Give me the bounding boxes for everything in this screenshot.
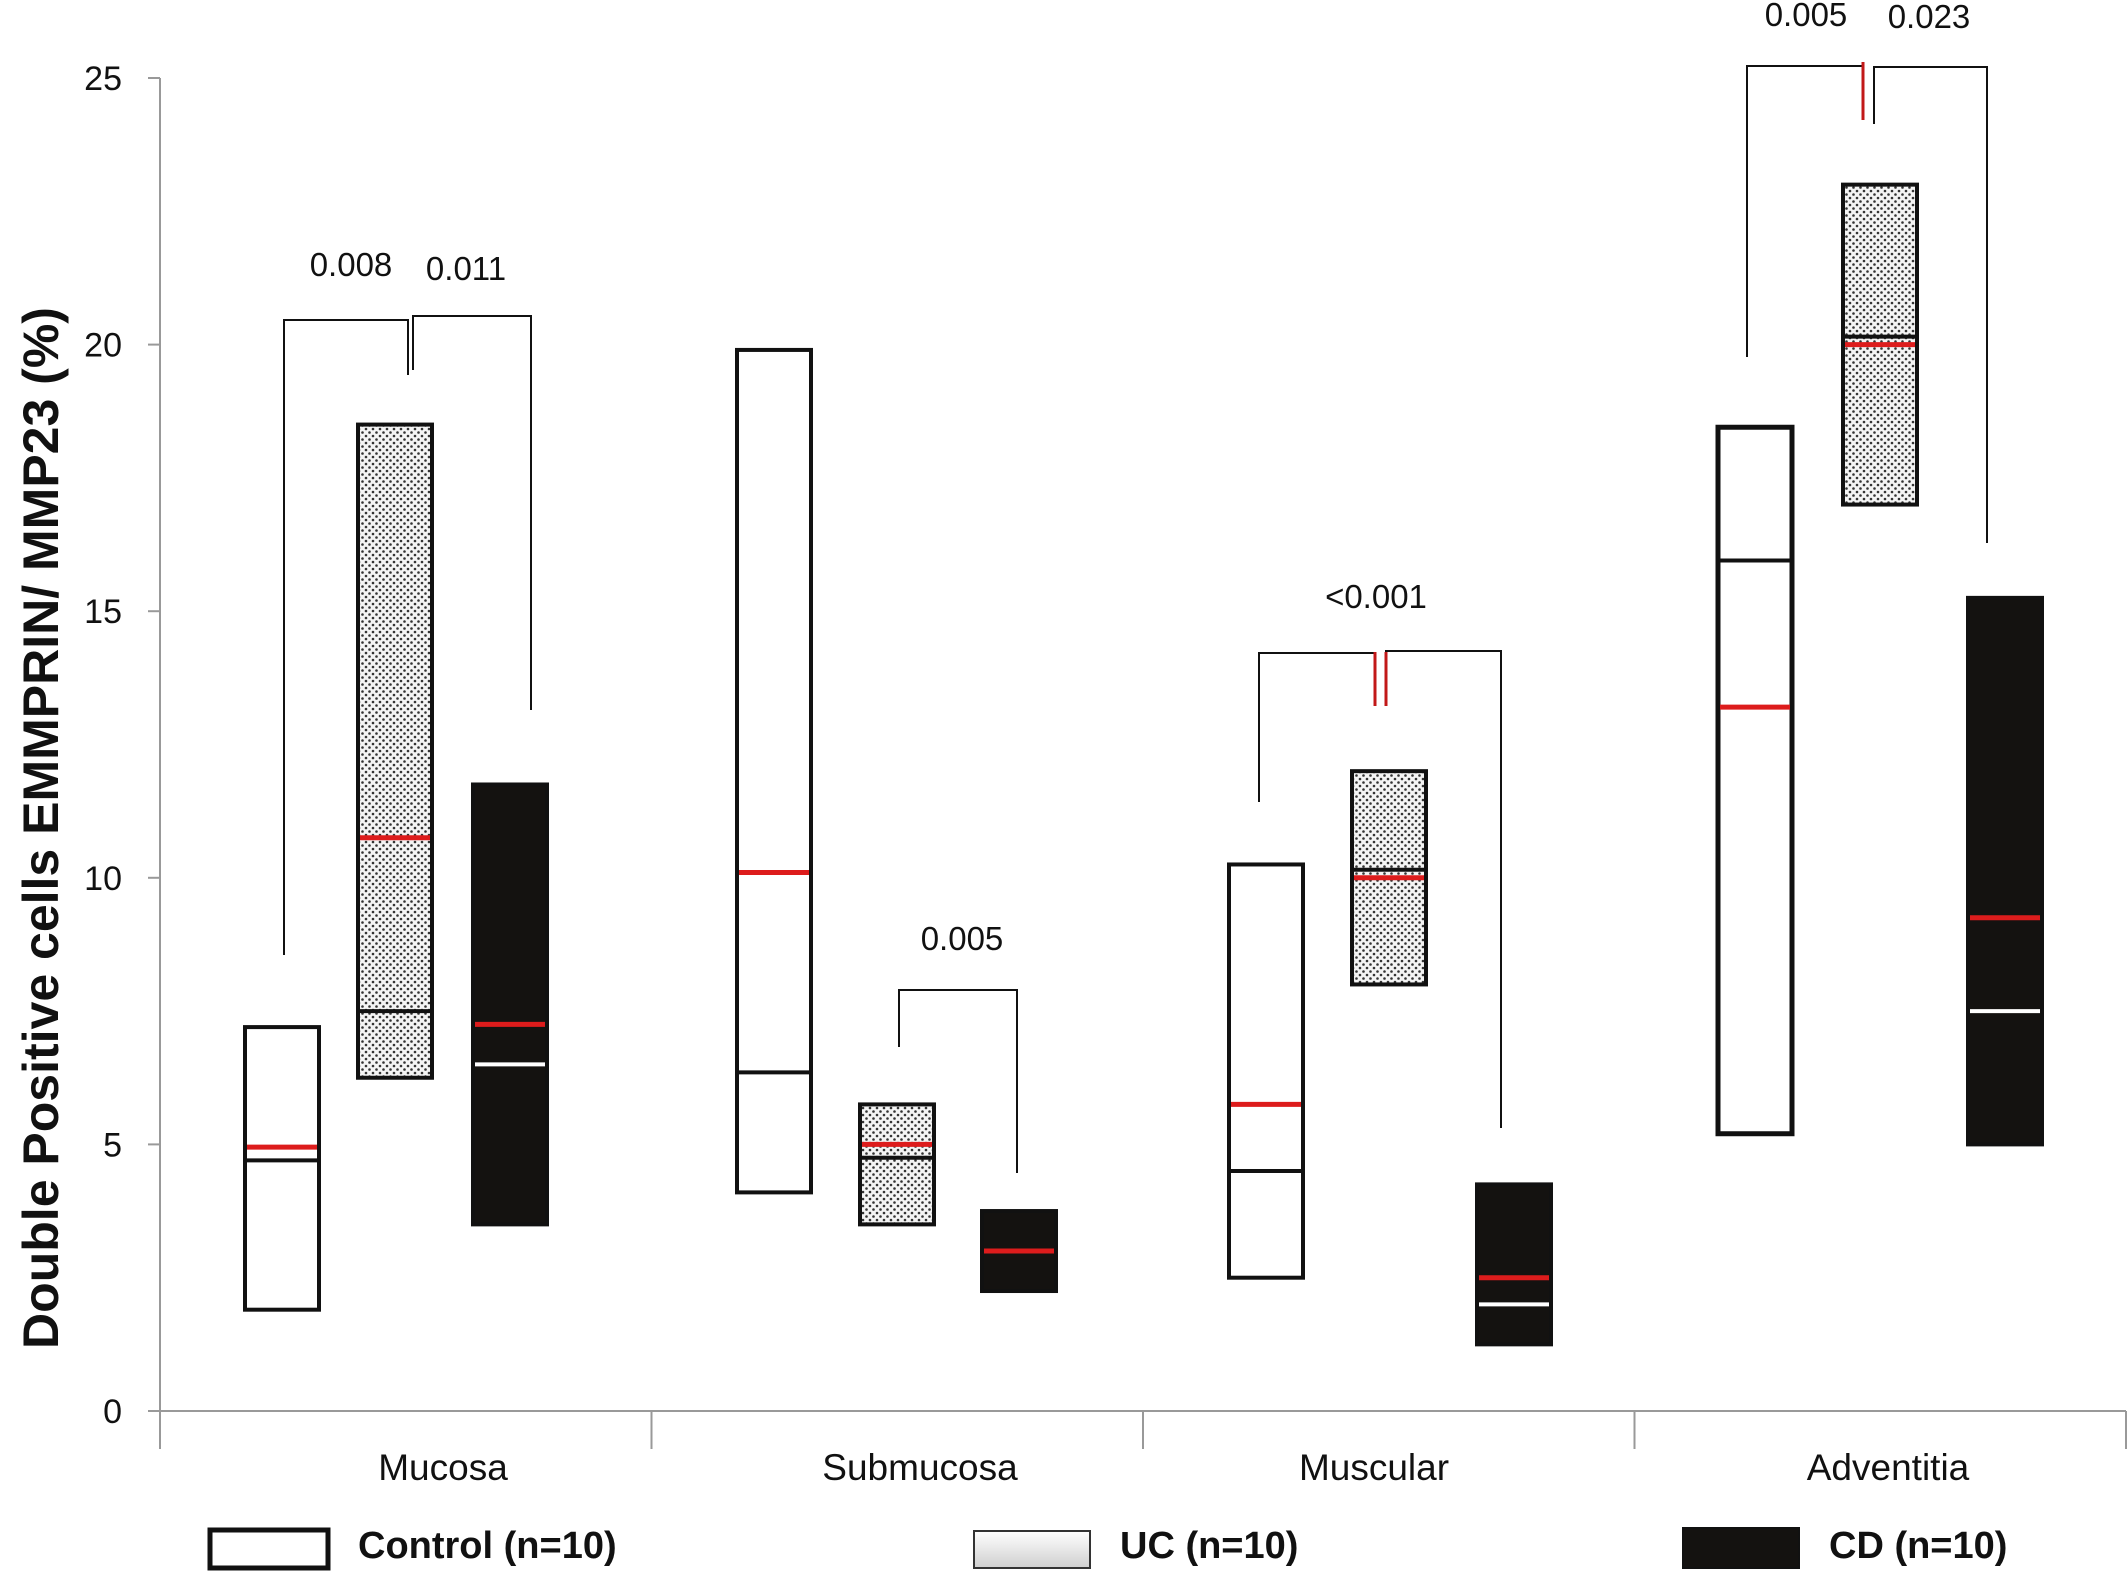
y-tick-label: 5 [103,1126,122,1164]
bracket-uc-cd [1873,66,1988,543]
p-value-label: <0.001 [1325,578,1427,615]
y-tick-label: 25 [84,60,122,98]
p-value-label: 0.011 [426,250,506,287]
significance-annotations: 0.008 0.011 0.005 <0.001 0.005 0.023 [283,0,1988,1173]
legend-label: Control (n=10) [358,1525,617,1567]
box-solid [471,782,549,1227]
p-value-label: 0.008 [310,246,393,283]
bracket-uc-cd [898,989,1018,1173]
box-outline [1715,424,1795,1137]
p-value-label: 0.005 [921,920,1004,957]
bracket-control-uc [283,319,409,955]
y-tick-label: 0 [103,1393,122,1431]
legend-swatch [207,1527,331,1571]
box-outline [735,347,813,1195]
box-solid [1475,1182,1553,1347]
legend: Control (n=10) UC (n=10) CD (n=10) [207,1525,2007,1571]
p-value-label: 0.005 [1765,0,1848,33]
legend-label: UC (n=10) [1120,1525,1298,1567]
y-axis-label: Double Positive cells EMMPRIN/ MMP23 (%) [13,307,69,1349]
category-label: Mucosa [378,1447,508,1488]
legend-swatch [973,1530,1091,1569]
category-label: Adventitia [1807,1447,1970,1488]
category-label: Submucosa [822,1447,1018,1488]
y-tick-labels: 0 5 10 15 20 25 [84,60,160,1431]
box-dotted [356,422,434,1080]
legend-label: CD (n=10) [1829,1525,2007,1567]
box-outline [243,1025,321,1312]
legend-swatch [1682,1527,1800,1569]
p-value-label: 0.023 [1888,0,1971,35]
category-label: Muscular [1299,1447,1449,1488]
y-tick-label: 10 [84,860,122,898]
box-solid [1966,595,2044,1147]
bracket-uc-cd [412,315,532,710]
category-labels: Mucosa Submucosa Muscular Adventitia [159,1411,2127,1488]
y-tick-label: 15 [84,593,122,631]
box-dotted [858,1102,936,1227]
box-outline [1227,862,1305,1280]
y-tick-label: 20 [84,327,122,365]
boxes [243,182,2044,1347]
